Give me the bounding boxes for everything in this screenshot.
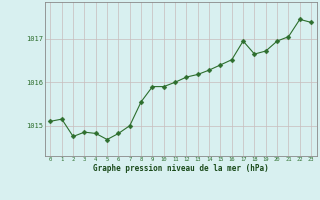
X-axis label: Graphe pression niveau de la mer (hPa): Graphe pression niveau de la mer (hPa) — [93, 164, 269, 173]
